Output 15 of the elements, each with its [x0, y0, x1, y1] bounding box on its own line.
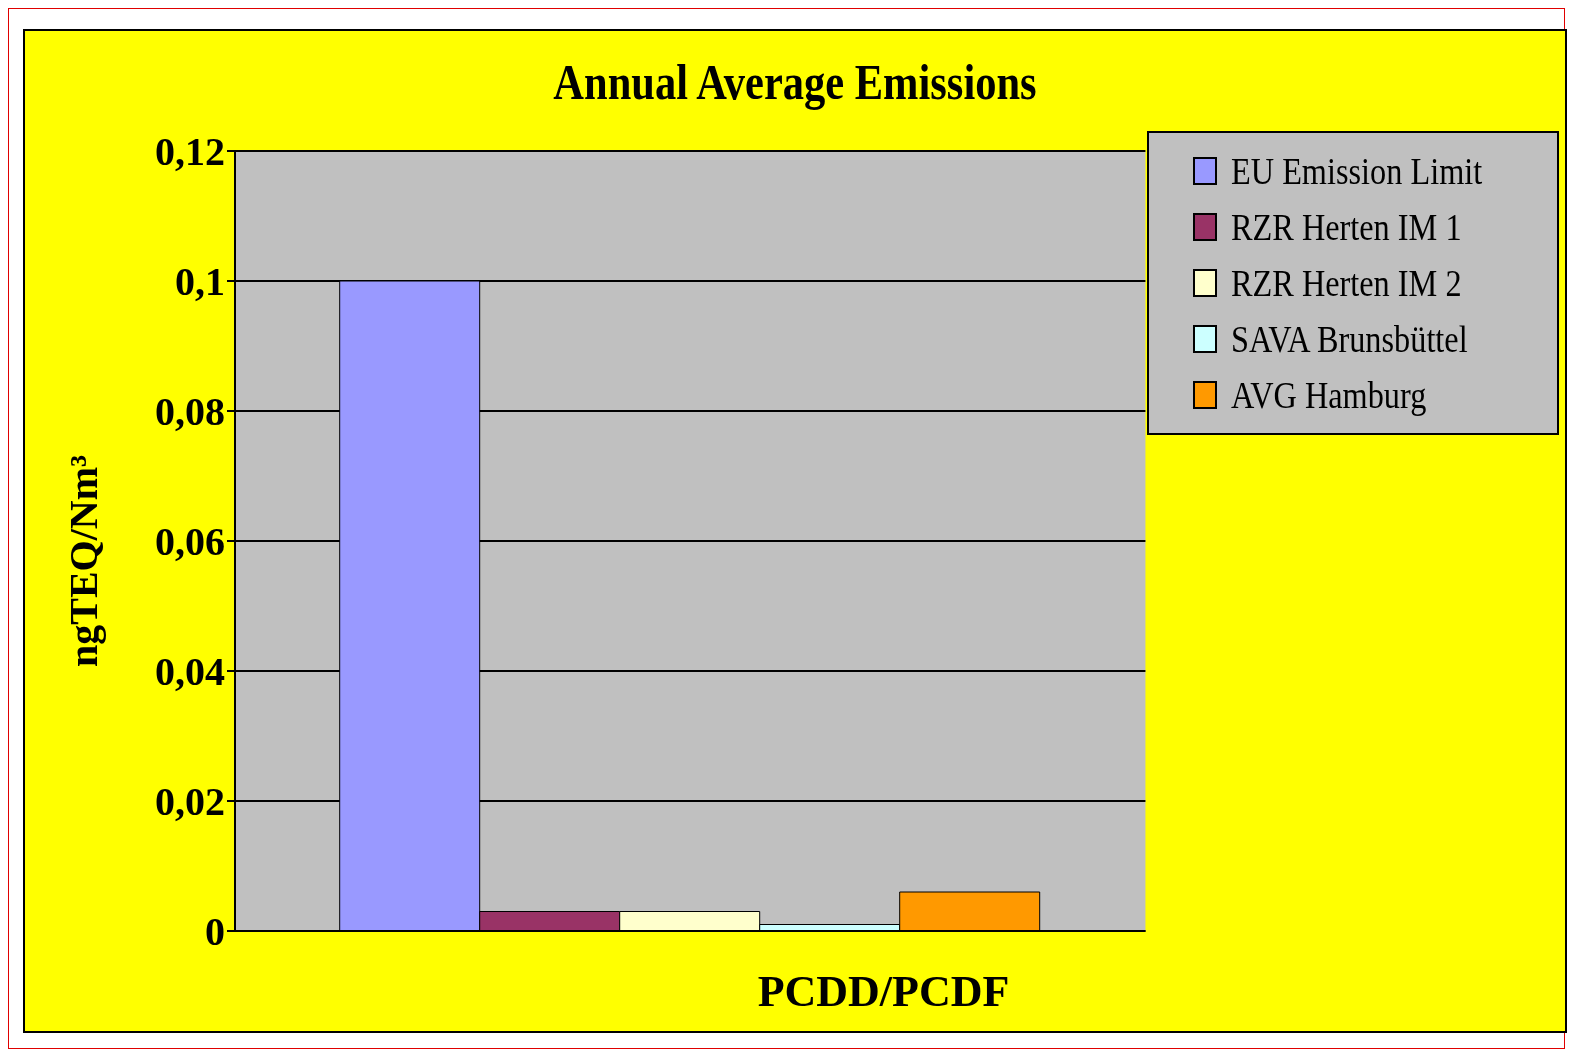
legend-label: AVG Hamburg — [1231, 373, 1427, 417]
y-tick-label: 0 — [205, 909, 225, 955]
legend-label: RZR Herten IM 2 — [1231, 261, 1462, 305]
y-tick-label: 0,02 — [155, 779, 225, 825]
x-axis-title: PCDD/PCDF — [756, 966, 1011, 1017]
legend-label: EU Emission Limit — [1231, 149, 1483, 193]
legend-label: SAVA Brunsbüttel — [1231, 317, 1469, 361]
legend-label: RZR Herten IM 1 — [1231, 205, 1462, 249]
y-tick-label: 0,12 — [155, 129, 225, 175]
y-tick-label: 0,08 — [155, 389, 225, 435]
y-tick-label: 0,06 — [155, 519, 225, 565]
y-tick-label: 0,1 — [175, 259, 225, 305]
y-tick-label: 0,04 — [155, 649, 225, 695]
chart-title: Annual Average Emissions — [552, 53, 1038, 111]
y-axis-title: ngTEQ/Nm³ — [59, 454, 107, 668]
